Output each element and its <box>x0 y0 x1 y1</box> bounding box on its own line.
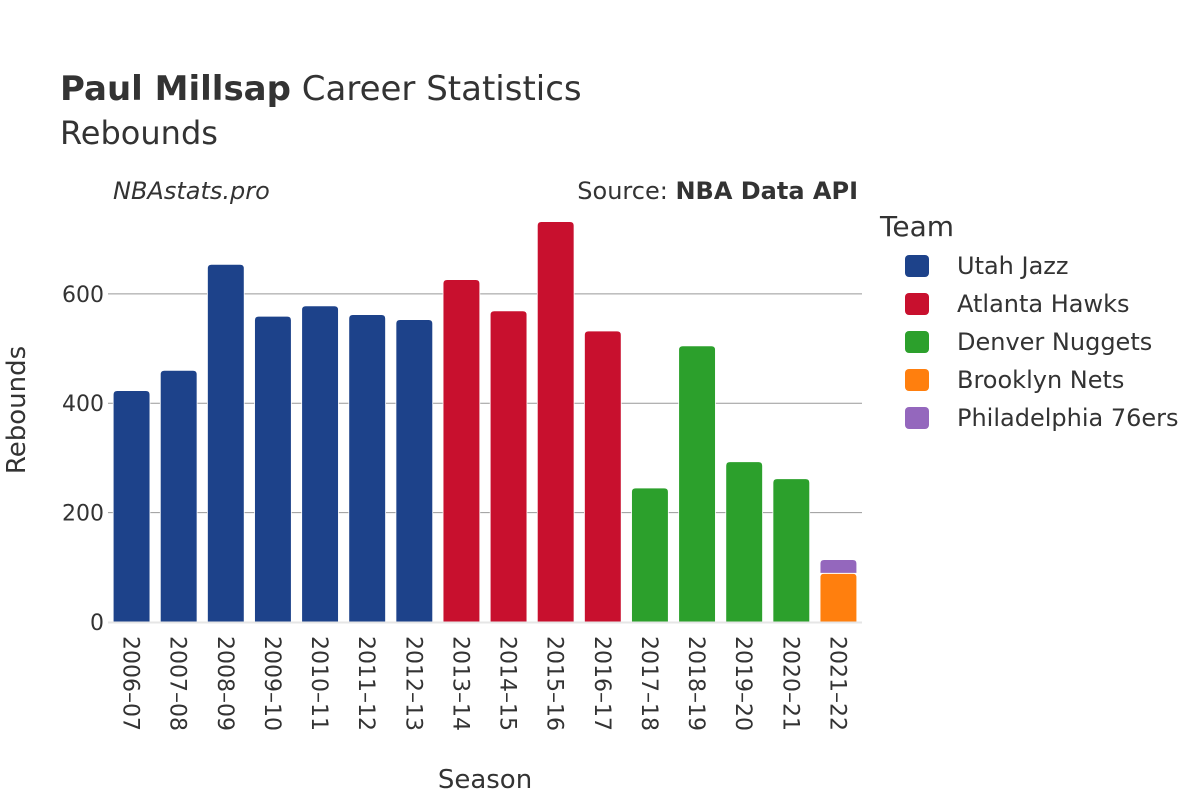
legend-title: Team <box>879 210 954 243</box>
chart-title: Paul Millsap Career Statistics <box>60 69 582 109</box>
x-tick-label: 2010–11 <box>306 636 331 731</box>
bar-denver-nuggets <box>772 478 811 623</box>
bar-denver-nuggets <box>631 487 669 623</box>
legend-label: Denver Nuggets <box>957 328 1152 356</box>
x-tick-label: 2009–10 <box>259 636 284 731</box>
source-prefix: Source: <box>577 177 675 205</box>
bar-atlanta-hawks <box>536 221 575 623</box>
bar-brooklyn-nets <box>819 572 858 623</box>
x-tick-label: 2006–07 <box>118 636 143 731</box>
chart-subtitle: Rebounds <box>60 114 218 152</box>
x-axis-title: Season <box>438 765 532 795</box>
bar-utah-jazz <box>112 390 151 623</box>
bar-utah-jazz <box>254 315 292 623</box>
x-tick-label: 2011–12 <box>353 636 378 731</box>
source-note: Source: NBA Data API <box>577 177 858 205</box>
x-tick-label: 2020–21 <box>777 636 802 731</box>
legend-label: Utah Jazz <box>957 252 1069 280</box>
title-player: Paul Millsap <box>60 69 291 109</box>
bar-atlanta-hawks <box>442 279 481 623</box>
source-name: NBA Data API <box>675 177 858 205</box>
bar-utah-jazz <box>348 314 386 623</box>
bars <box>108 221 862 624</box>
bar-denver-nuggets <box>725 461 763 623</box>
y-tick-label: 0 <box>90 611 104 636</box>
legend-swatch <box>905 331 929 353</box>
legend-items: Utah Jazz Atlanta Hawks Denver Nuggets Broo… <box>905 252 1179 432</box>
x-tick-label: 2021–22 <box>824 636 849 731</box>
legend-swatch <box>905 407 929 429</box>
bar-utah-jazz <box>395 319 434 623</box>
title-suffix: Career Statistics <box>302 69 582 109</box>
legend-swatch <box>905 369 929 391</box>
bar-utah-jazz <box>301 305 339 623</box>
bar-philadelphia-76ers <box>819 559 858 574</box>
x-tick-label: 2017–18 <box>636 636 661 731</box>
x-tick-label: 2014–15 <box>495 636 520 731</box>
bar-utah-jazz <box>159 370 198 623</box>
legend: Team Utah Jazz Atlanta Hawks Denver Nugget… <box>879 210 1179 432</box>
x-tick-label: 2019–20 <box>730 636 755 731</box>
x-tick-label: 2016–17 <box>589 636 614 731</box>
legend-label: Philadelphia 76ers <box>957 404 1179 432</box>
bar-atlanta-hawks <box>489 310 528 623</box>
x-tick-label: 2007–08 <box>165 636 190 731</box>
x-tick-labels: 2006–07 2007–08 2008–09 2009–10 2010–11 2011–… <box>118 636 850 731</box>
legend-swatch <box>905 255 929 277</box>
y-tick-label: 200 <box>62 502 104 527</box>
bar-utah-jazz <box>207 263 245 623</box>
x-tick-label: 2012–13 <box>400 636 425 731</box>
y-tick-label: 400 <box>62 392 104 417</box>
x-tick-label: 2008–09 <box>212 636 237 731</box>
x-tick-label: 2015–16 <box>542 636 567 731</box>
legend-label: Brooklyn Nets <box>957 366 1124 394</box>
y-tick-label: 600 <box>62 283 104 308</box>
legend-label: Atlanta Hawks <box>957 290 1130 318</box>
x-tick-label: 2013–14 <box>447 636 472 731</box>
y-tick-labels: 0 200 400 600 <box>62 283 104 636</box>
watermark: NBAstats.pro <box>113 177 270 205</box>
x-tick-label: 2018–19 <box>683 636 708 731</box>
bar-denver-nuggets <box>678 345 716 623</box>
bar-atlanta-hawks <box>584 330 622 623</box>
y-axis-title: Rebounds <box>2 346 32 474</box>
legend-swatch <box>905 293 929 315</box>
